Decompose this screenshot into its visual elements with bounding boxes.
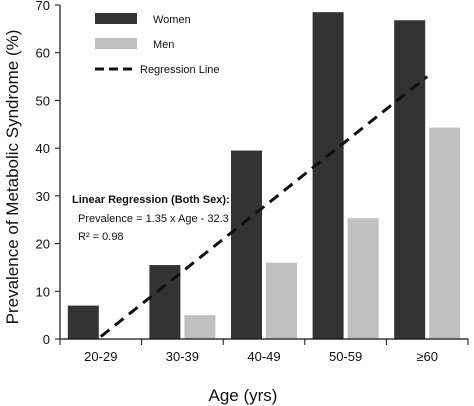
x-tick-label: 50-59: [329, 349, 362, 364]
y-tick-label: 20: [36, 237, 50, 252]
bar-women-3: [312, 12, 344, 340]
legend-swatch-women: [95, 13, 137, 24]
annotation-title: Linear Regression (Both Sex):: [72, 194, 230, 206]
x-tick-label: 20-29: [84, 349, 117, 364]
y-axis-title: Prevalence of Metabolic Syndrome (%): [3, 30, 22, 325]
x-ticks-layer: 20-29 30-39 40-49 50-59 ≥60: [59, 339, 469, 364]
y-tick-label: 70: [36, 0, 50, 13]
legend-label-women: Women: [153, 14, 191, 26]
x-tick-label: 40-49: [247, 349, 280, 364]
y-tick-label: 0: [43, 332, 50, 347]
legend: Women Men Regression Line: [95, 13, 220, 76]
bar-women-4: [394, 20, 426, 339]
axes-layer: [59, 5, 468, 340]
y-tick-label: 10: [36, 284, 50, 299]
bar-men-3: [347, 218, 379, 339]
bar-men-4: [429, 127, 461, 339]
y-ticks-layer: 0 10 20 30 40 50 60 70: [36, 0, 60, 347]
y-tick-label: 60: [36, 46, 50, 61]
bars-layer: [67, 12, 461, 340]
regression-layer: [99, 75, 429, 338]
y-tick-label: 30: [36, 189, 50, 204]
legend-swatch-men: [95, 38, 137, 49]
legend-label-regression: Regression Line: [140, 64, 220, 76]
y-tick-label: 40: [36, 141, 50, 156]
x-tick-label: 30-39: [166, 349, 199, 364]
bar-men-2: [266, 262, 297, 339]
annotation-equation: Prevalence = 1.35 x Age - 32.3: [78, 213, 229, 225]
x-tick-label: ≥60: [416, 349, 438, 364]
x-axis-title: Age (yrs): [209, 386, 278, 405]
regression-line: [99, 75, 429, 338]
bar-men-1: [184, 315, 216, 339]
annotation-r-squared: R² = 0.98: [78, 231, 124, 243]
bar-women-2: [231, 150, 262, 339]
legend-label-men: Men: [153, 39, 174, 51]
regression-annotation: Linear Regression (Both Sex): Prevalence…: [72, 194, 230, 243]
bar-women-0: [67, 305, 99, 339]
y-tick-label: 50: [36, 93, 50, 108]
